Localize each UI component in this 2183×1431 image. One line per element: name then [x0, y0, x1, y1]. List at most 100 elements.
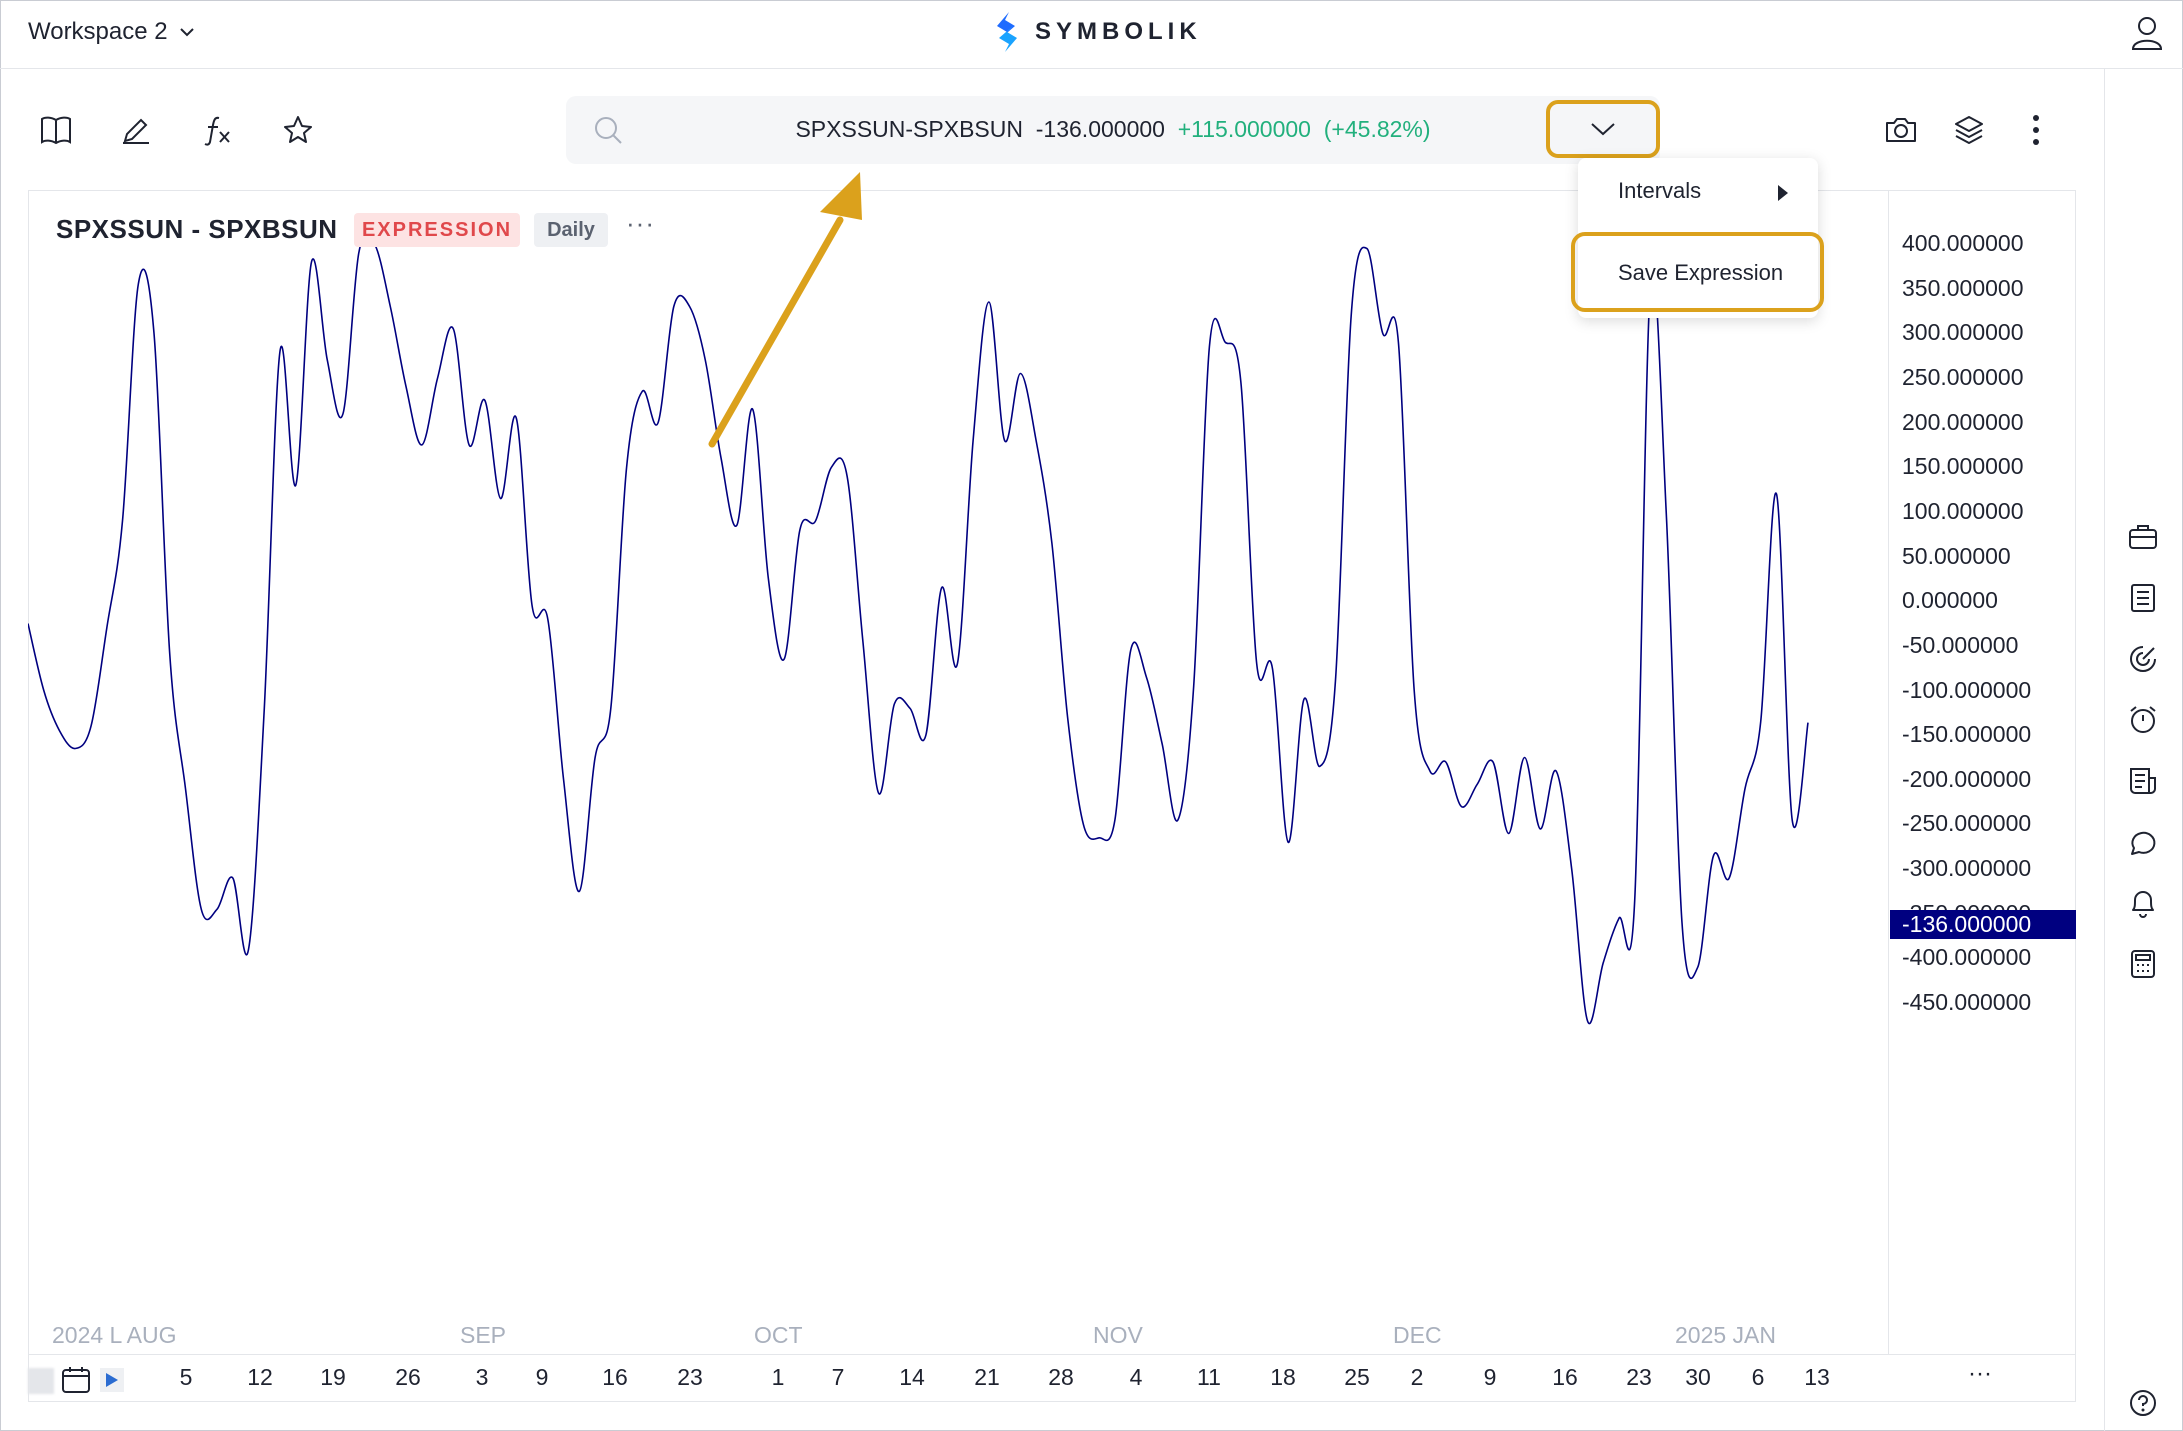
x-day-label: 9 [1483, 1364, 1497, 1390]
right-sidebar-divider [2104, 68, 2105, 1431]
date-range-button[interactable] [60, 1364, 92, 1401]
x-day-label: 25 [1344, 1364, 1370, 1390]
x-day-label: 12 [247, 1364, 273, 1390]
y-axis-divider [1888, 190, 1889, 1354]
x-month-label: NOV [1093, 1322, 1143, 1348]
symbol-quote: SPXSSUN-SPXBSUN -136.000000 +115.000000 … [566, 116, 1660, 143]
x-day-label: 16 [1552, 1364, 1578, 1390]
save-expression-highlight [1571, 232, 1824, 312]
y-tick-label: 100.000000 [1902, 497, 2024, 524]
x-month-label: 2025 JAN [1675, 1322, 1777, 1348]
help-icon [2130, 1390, 2156, 1416]
notifications-button[interactable] [2125, 885, 2161, 921]
x-day-label: 9 [535, 1364, 549, 1390]
scroll-to-latest-button[interactable] [100, 1368, 124, 1397]
annotation-arrow [708, 172, 862, 448]
menu-item-label: Intervals [1618, 178, 1702, 203]
scroll-left-handle[interactable] [28, 1368, 54, 1394]
calculator-button[interactable] [2125, 946, 2161, 982]
y-tick-label: -250.000000 [1902, 810, 2032, 837]
symbolik-logo-icon [997, 12, 1017, 52]
draw-button[interactable] [118, 112, 154, 148]
search-icon [595, 117, 622, 144]
scanner-button[interactable] [2125, 641, 2161, 677]
calendar-icon [62, 1367, 90, 1393]
alarm-button[interactable] [2125, 702, 2161, 738]
y-tick-label: 400.000000 [1902, 230, 2024, 256]
menu-item-save-expression[interactable]: Save Expression [1618, 260, 1783, 286]
x-day-label: 3 [475, 1364, 489, 1390]
price-change-percent: (+45.82%) [1323, 116, 1431, 142]
y-tick-label: 200.000000 [1902, 408, 2024, 435]
x-day-label: 14 [899, 1364, 925, 1390]
x-day-label: 11 [1197, 1364, 1221, 1390]
y-tick-label: 150.000000 [1902, 453, 2024, 480]
x-day-label: 4 [1129, 1364, 1143, 1390]
interval-badge[interactable]: Daily [534, 213, 608, 247]
workspace-selector[interactable]: Workspace 2 [28, 18, 196, 46]
layers-icon [1955, 116, 1983, 144]
x-day-label: 21 [974, 1364, 1000, 1390]
chart-title: SPXSSUN - SPXBSUN [56, 214, 338, 244]
chat-button[interactable] [2125, 824, 2161, 860]
chart-more-button[interactable]: ··· [626, 208, 655, 238]
brand-name: SYMBOLIK [1035, 18, 1202, 45]
y-tick-label: 350.000000 [1902, 274, 2024, 301]
current-price-tag: -136.000000 [1890, 910, 2076, 939]
news-button[interactable] [2125, 763, 2161, 799]
workspace-label: Workspace 2 [28, 18, 168, 45]
help-button[interactable] [2125, 1385, 2161, 1421]
calculator-icon [2131, 950, 2155, 978]
expression-dropdown-menu: Intervals Save Expression [1578, 158, 1818, 318]
layers-button[interactable] [1951, 112, 1987, 148]
camera-icon [1886, 118, 1916, 142]
book-button[interactable] [38, 112, 74, 148]
watchlist-button[interactable] [2125, 580, 2161, 616]
last-price: -136.000000 [1035, 116, 1165, 142]
price-change: +115.000000 [1177, 116, 1311, 142]
x-day-label: 5 [179, 1364, 193, 1390]
user-icon [2131, 17, 2163, 50]
favorite-button[interactable] [280, 112, 316, 148]
alarm-clock-icon [2130, 706, 2156, 733]
x-month-label: 2024 L AUG [52, 1322, 177, 1348]
series-line [28, 233, 1809, 1025]
x-month-label: SEP [460, 1322, 507, 1348]
x-day-label: 23 [1626, 1364, 1652, 1390]
x-month-label: DEC [1393, 1322, 1442, 1348]
x-day-label: 19 [320, 1364, 346, 1390]
y-tick-label: -450.000000 [1902, 989, 2032, 1016]
x-day-label: 13 [1804, 1364, 1830, 1390]
y-tick-label: -50.000000 [1902, 631, 2019, 658]
book-icon [41, 116, 71, 145]
briefcase-icon [2129, 525, 2157, 549]
symbol-search-bar[interactable]: SPXSSUN-SPXBSUN -136.000000 +115.000000 … [566, 96, 1660, 164]
portfolio-button[interactable] [2125, 519, 2161, 555]
chart-plot[interactable] [28, 190, 1888, 1354]
more-options-button[interactable] [2018, 112, 2054, 148]
x-axis-more-button[interactable]: ··· [1968, 1360, 1992, 1387]
function-button[interactable] [200, 112, 236, 148]
y-tick-label: -400.000000 [1902, 944, 2032, 971]
user-account-button[interactable] [2131, 16, 2163, 55]
y-tick-label: -200.000000 [1902, 765, 2032, 792]
symbol-name: SPXSSUN-SPXBSUN [795, 116, 1023, 142]
menu-item-intervals[interactable]: Intervals [1618, 178, 1701, 204]
chevron-down-icon [1591, 123, 1615, 136]
bell-icon [2132, 891, 2154, 918]
x-day-label: 26 [395, 1364, 421, 1390]
menu-item-label: Save Expression [1618, 260, 1784, 285]
expression-badge: EXPRESSION [354, 213, 520, 247]
screenshot-button[interactable] [1883, 112, 1919, 148]
x-day-label: 7 [831, 1364, 845, 1390]
pencil-icon [123, 118, 149, 144]
y-tick-label: 300.000000 [1902, 319, 2024, 346]
list-icon [2131, 584, 2155, 612]
star-icon [284, 116, 312, 143]
x-day-label: 30 [1685, 1364, 1711, 1390]
x-day-label: 23 [677, 1364, 703, 1390]
top-bar: Workspace 2 SYMBOLIK [0, 0, 2183, 69]
expression-dropdown-button[interactable] [1546, 100, 1660, 158]
chart-panel [28, 190, 2076, 1402]
y-tick-label: 250.000000 [1902, 363, 2024, 390]
